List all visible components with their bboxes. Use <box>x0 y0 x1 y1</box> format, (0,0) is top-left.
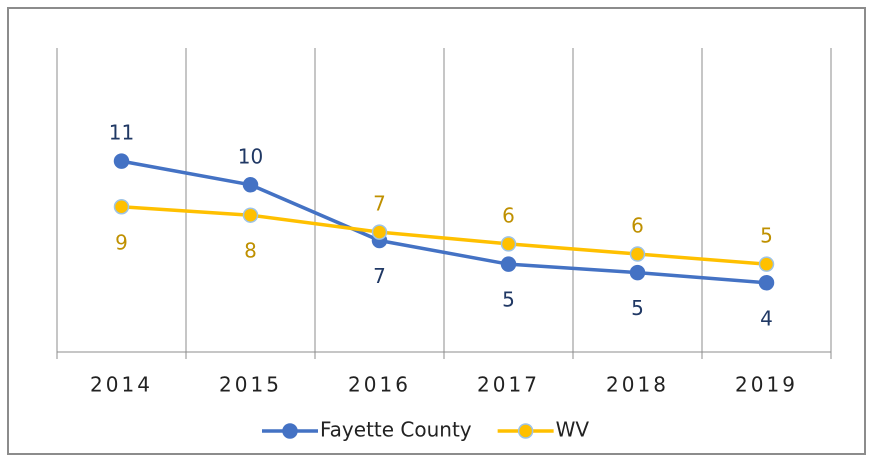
x-tick-label: 2017 <box>477 373 540 397</box>
series-line <box>121 205 767 266</box>
data-label: 9 <box>115 230 128 254</box>
x-tick-label: 2018 <box>606 373 669 397</box>
point <box>758 256 775 272</box>
legend-label: Fayette County <box>320 418 472 442</box>
data-label: 10 <box>238 144 263 168</box>
point <box>242 177 259 193</box>
point <box>500 236 517 252</box>
point <box>242 207 259 223</box>
data-label: 5 <box>502 288 515 312</box>
data-label: 6 <box>502 203 515 227</box>
legend-label: WV <box>556 418 590 442</box>
data-label: 5 <box>631 296 644 320</box>
data-label: 11 <box>109 121 134 145</box>
point <box>629 264 646 281</box>
point <box>113 153 130 169</box>
point <box>500 256 517 272</box>
x-tick-label: 2019 <box>735 373 798 397</box>
data-label: 4 <box>760 306 773 330</box>
data-label: 5 <box>760 224 773 248</box>
data-label: 7 <box>373 192 386 216</box>
x-tick-label: 2015 <box>219 373 282 397</box>
legend-marker <box>282 423 298 439</box>
point <box>371 224 388 240</box>
series-line <box>121 159 767 285</box>
data-label: 8 <box>244 239 257 263</box>
point <box>629 246 646 262</box>
data-label: 7 <box>373 264 386 288</box>
x-tick-label: 2014 <box>90 373 153 397</box>
x-tick-label: 2016 <box>348 373 411 397</box>
legend-marker <box>517 423 534 439</box>
point <box>113 199 130 215</box>
chart-frame <box>7 7 866 455</box>
data-label: 6 <box>631 214 644 238</box>
point <box>758 275 775 291</box>
